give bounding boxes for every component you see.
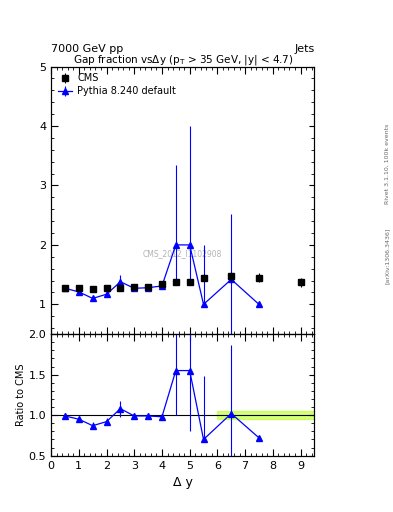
Y-axis label: Ratio to CMS: Ratio to CMS <box>16 364 26 426</box>
Text: [arXiv:1306.3436]: [arXiv:1306.3436] <box>385 228 389 284</box>
X-axis label: Δ y: Δ y <box>173 476 193 489</box>
Title: Gap fraction vs$\Delta$y (p$_{\rm T}$ > 35 GeV, |y| < 4.7): Gap fraction vs$\Delta$y (p$_{\rm T}$ > … <box>73 53 293 67</box>
Text: CMS_2012_I1102908: CMS_2012_I1102908 <box>143 249 222 259</box>
Text: 7000 GeV pp: 7000 GeV pp <box>51 44 123 54</box>
Text: Jets: Jets <box>294 44 314 54</box>
Bar <box>217 411 314 419</box>
Legend: CMS, Pythia 8.240 default: CMS, Pythia 8.240 default <box>56 71 178 98</box>
Text: Rivet 3.1.10, 100k events: Rivet 3.1.10, 100k events <box>385 124 389 204</box>
